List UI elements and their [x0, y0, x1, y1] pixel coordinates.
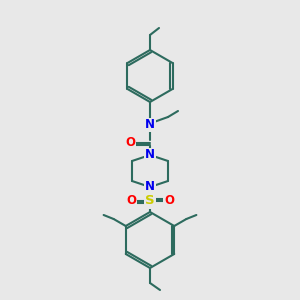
Text: N: N [145, 181, 155, 194]
Text: N: N [145, 118, 155, 131]
Text: N: N [145, 148, 155, 161]
Text: O: O [164, 194, 174, 208]
Text: O: O [126, 194, 136, 208]
Text: O: O [125, 136, 135, 149]
Text: S: S [145, 194, 155, 208]
